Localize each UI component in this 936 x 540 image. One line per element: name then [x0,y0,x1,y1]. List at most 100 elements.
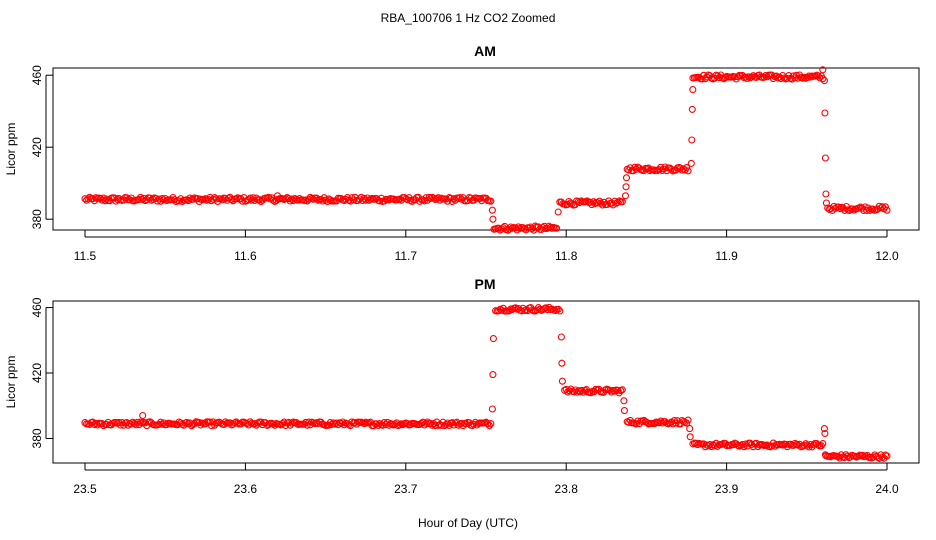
data-point [817,442,825,450]
data-point [204,195,212,204]
panel-am: AM Licor ppm 11.5 11.6 11.7 11.8 11.9 12.0 38… [4,43,920,263]
panel-title-am: AM [474,43,496,59]
data-point [806,73,815,81]
data-point [841,206,849,214]
data-point [425,193,433,201]
data-point [456,193,464,202]
transition-point [686,433,694,441]
data-point [684,416,692,424]
data-point [861,203,869,211]
data-point [819,440,827,448]
data-point [495,224,503,232]
data-point [703,73,711,81]
data-point [238,197,246,205]
data-point [883,206,891,214]
transition-point [489,371,497,379]
data-point [614,198,622,206]
transition-point [558,377,566,385]
data-point [814,441,822,449]
data-point [138,195,146,204]
transition-point [620,407,628,415]
x-tick-label: 11.9 [715,249,738,263]
data-point [251,420,259,428]
panel-title-pm: PM [475,276,496,292]
data-point [218,196,226,204]
transition-point [687,159,695,167]
y-axis-label-pm: Licor ppm [4,356,18,409]
data-point [615,197,623,205]
transition-point [489,215,497,223]
figure-title: RBA_100706 1 Hz CO2 Zoomed [381,11,556,25]
data-point [289,197,297,205]
data-point [189,195,197,203]
x-tick-label: 23.9 [715,482,739,496]
transition-point [822,199,830,207]
data-point [127,420,135,428]
data-point [618,386,626,394]
data-point [197,421,205,429]
plot-frame-pm [52,300,920,464]
data-point [883,452,891,460]
outlier-point [139,411,147,420]
y-axis-pm: 380 420 460 [30,297,53,448]
data-point [101,197,109,205]
y-tick-label: 380 [30,428,44,448]
outlier-point [819,66,827,74]
y-tick-label: 380 [30,209,44,229]
data-point [743,74,751,83]
data-point [587,389,595,397]
data-point [631,163,639,171]
x-tick-label: 11.7 [395,249,418,263]
y-tick-label: 420 [30,363,44,383]
y-tick-label: 460 [30,65,44,85]
transition-point [821,429,829,438]
transition-point [689,86,697,94]
data-point [396,421,404,429]
data-point [484,420,492,428]
data-point [84,195,92,203]
transition-point [488,405,496,413]
transition-point [557,333,565,341]
x-tick-label: 23.6 [234,482,258,496]
data-point [836,205,844,213]
data-point [661,163,669,171]
data-point [684,167,692,175]
data-point [487,197,495,205]
data-point [462,420,470,428]
data-point [578,386,586,394]
data-points-pm [81,303,891,462]
x-tick-label: 23.7 [394,482,418,496]
data-point [554,305,562,313]
data-point [422,419,430,427]
transition-point [622,183,630,191]
x-axis-pm: 23.5 23.6 23.7 23.8 23.9 24.0 [73,463,899,496]
x-tick-label: 23.8 [555,482,579,496]
data-point [485,422,493,430]
data-point [877,204,885,212]
data-point [201,195,209,203]
data-point [342,195,350,204]
transition-point [822,190,830,198]
data-point [657,417,665,425]
transition-point [820,425,828,433]
transition-point [621,192,630,200]
data-points-am [81,66,891,234]
transition-point [558,359,566,367]
x-tick-label: 24.0 [875,482,899,496]
data-point [280,418,288,426]
data-point [407,196,415,204]
y-axis-label-am: Licor ppm [4,123,18,176]
x-tick-label: 11.5 [74,249,97,263]
data-point [878,203,886,211]
transition-point [821,451,829,459]
data-point [319,197,327,205]
data-point [183,418,191,426]
x-tick-label: 11.6 [234,249,257,263]
data-point [618,198,626,206]
data-point [442,420,450,428]
transition-point [686,425,694,433]
data-point [835,203,843,211]
transition-point [622,174,631,182]
transition-point [688,136,696,144]
